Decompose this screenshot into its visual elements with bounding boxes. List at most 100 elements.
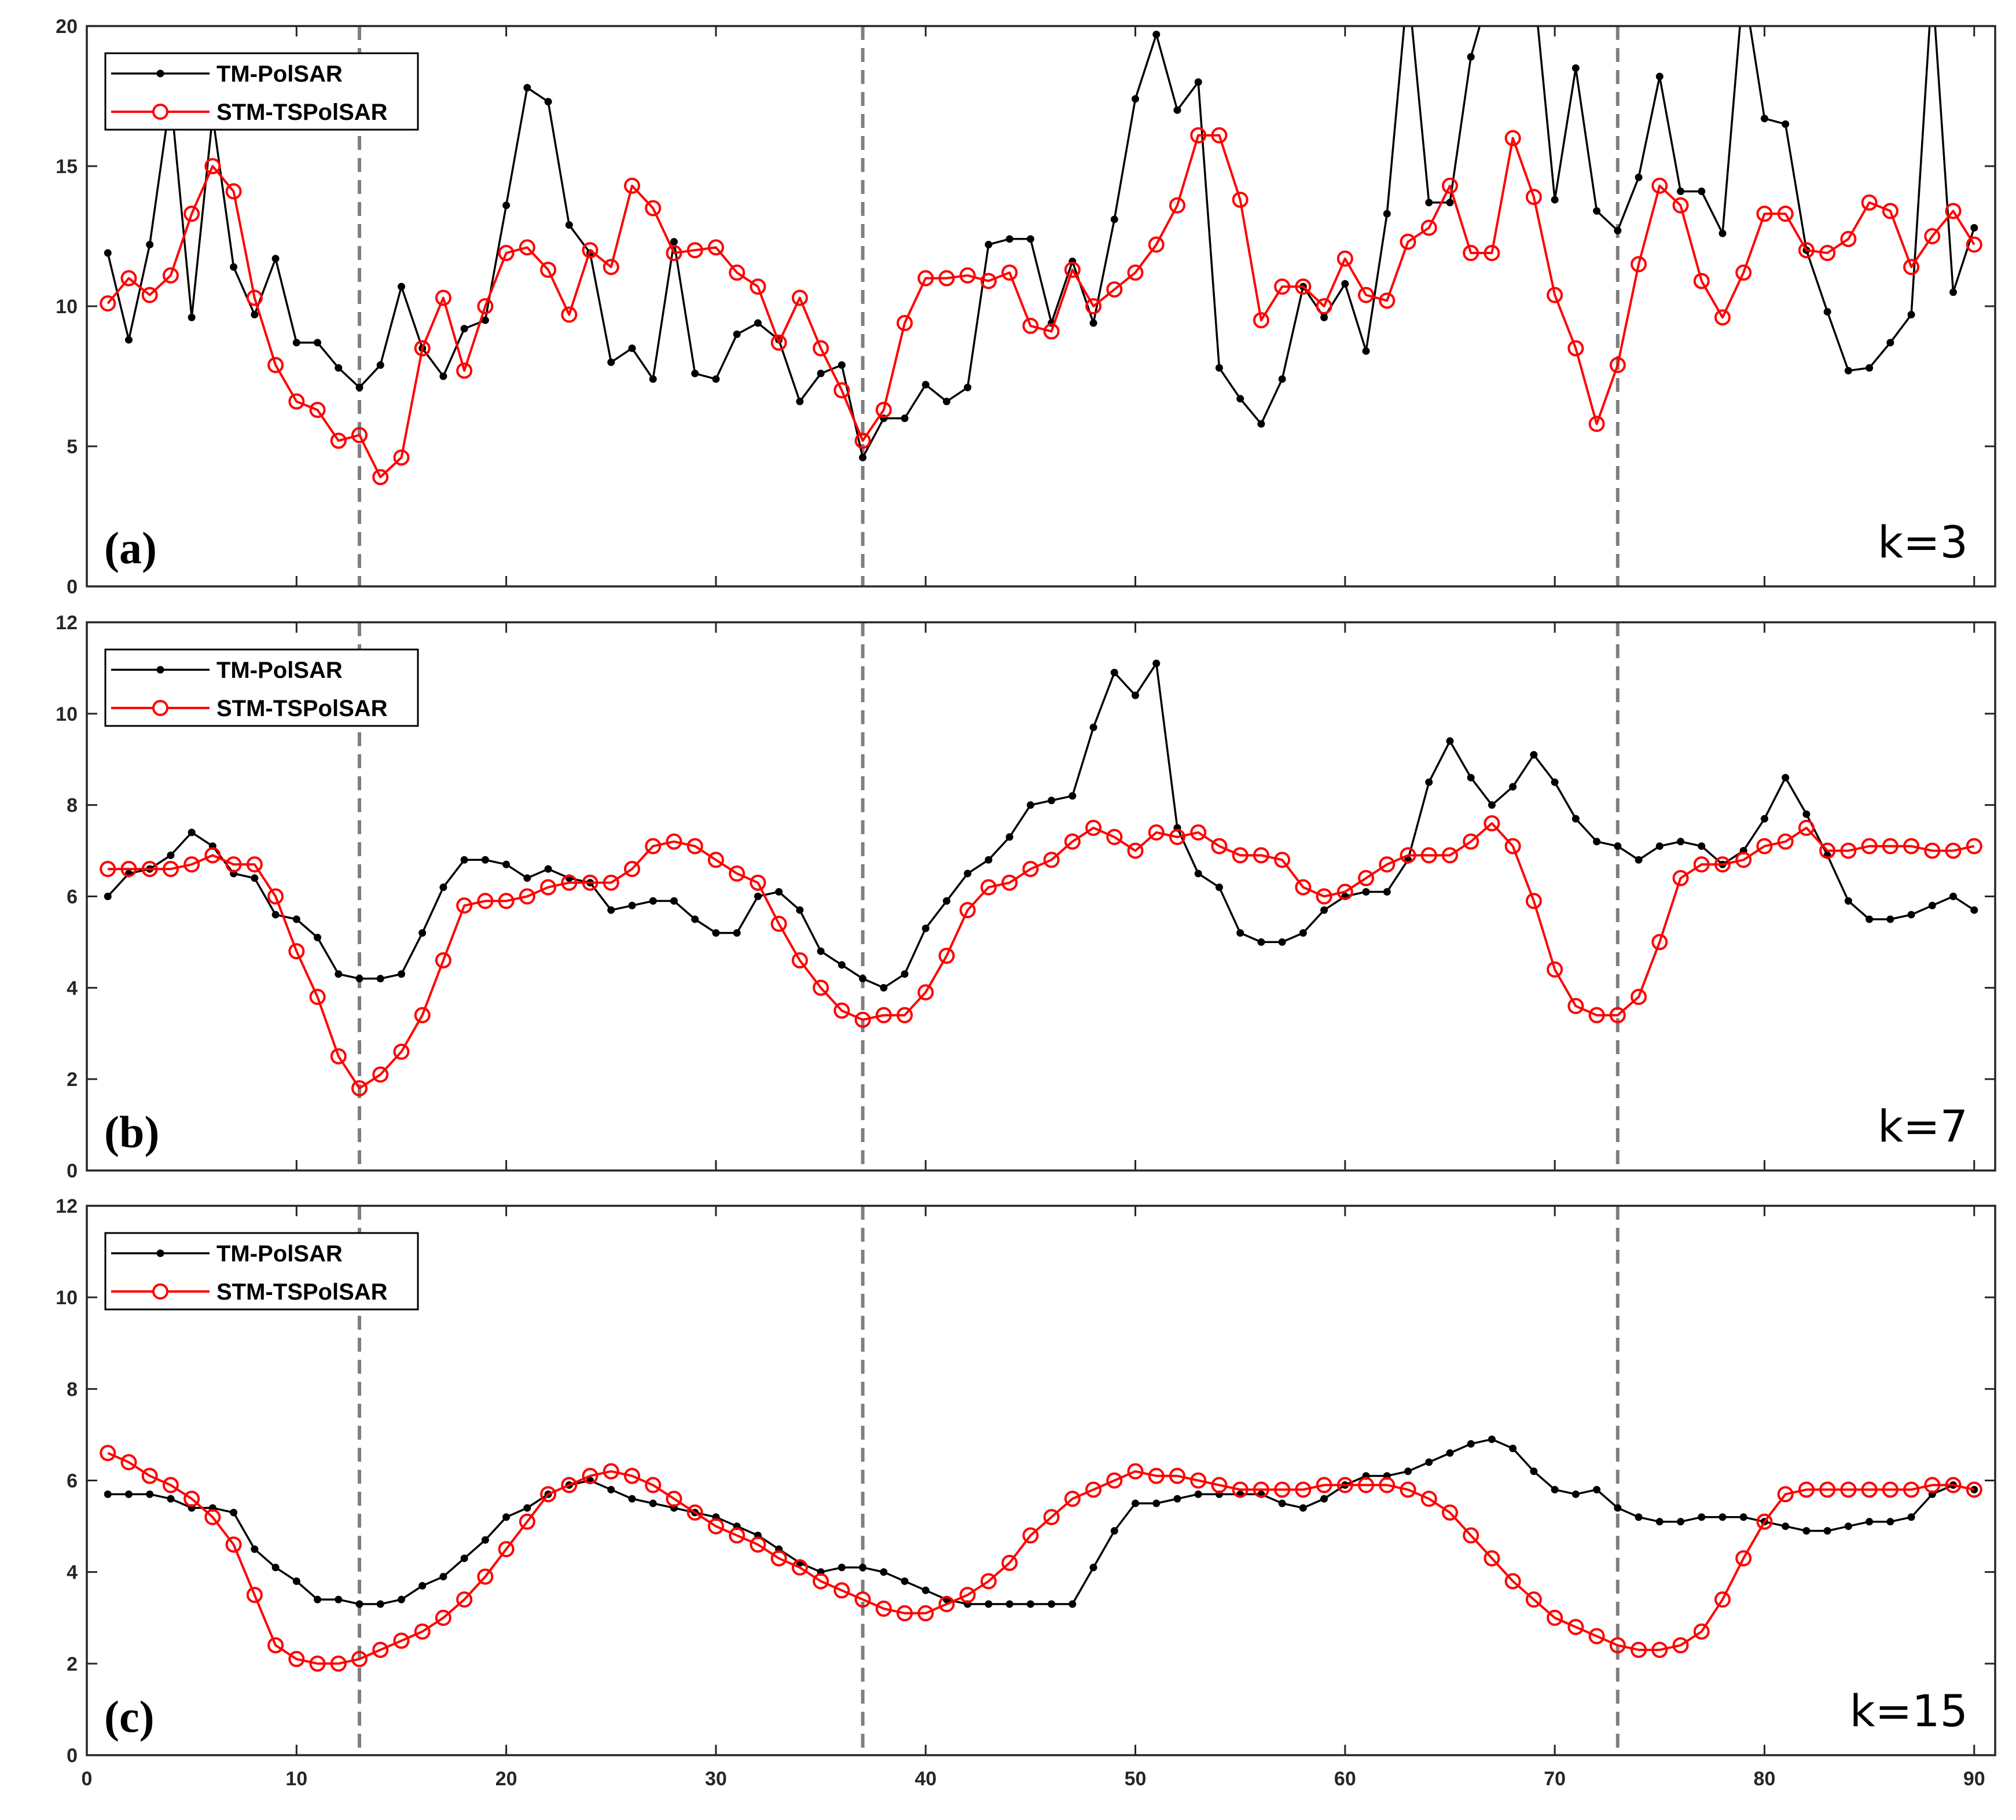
data-point: [1148, 1467, 1165, 1484]
data-point: [498, 1541, 515, 1558]
data-point: [1635, 1513, 1643, 1521]
data-point: [1379, 856, 1396, 873]
y-tick-label: 6: [67, 886, 78, 908]
data-point: [1693, 273, 1710, 289]
data-point: [645, 838, 662, 854]
data-point: [813, 340, 829, 357]
data-point: [582, 874, 598, 891]
data-point: [796, 398, 804, 406]
data-point: [754, 319, 762, 327]
data-point: [1132, 1499, 1140, 1507]
data-point: [1253, 312, 1269, 329]
data-point: [942, 398, 950, 406]
data-point: [917, 270, 934, 287]
data-point: [477, 893, 494, 909]
data-point: [1886, 339, 1894, 347]
data-point: [1463, 245, 1479, 262]
data-point: [980, 273, 997, 289]
data-point: [1132, 95, 1140, 103]
data-point: [230, 263, 238, 271]
data-point: [1274, 1481, 1291, 1498]
data-point: [1005, 1600, 1013, 1608]
data-point: [414, 340, 431, 357]
data-point: [1509, 783, 1517, 791]
data-point: [1823, 308, 1831, 316]
data-point: [1358, 1477, 1375, 1494]
data-point: [435, 289, 451, 306]
legend-marker: [156, 666, 164, 674]
data-point: [523, 874, 531, 882]
data-point: [561, 874, 578, 891]
data-point: [141, 287, 158, 303]
data-point: [1861, 194, 1878, 211]
data-point: [146, 1490, 154, 1498]
data-point: [1316, 298, 1332, 314]
data-point: [544, 865, 552, 873]
data-point: [1320, 313, 1328, 321]
data-point: [460, 856, 468, 864]
data-point: [1211, 838, 1228, 854]
data-point: [1257, 420, 1265, 428]
data-point: [1232, 1481, 1248, 1498]
data-point: [104, 249, 112, 257]
data-point: [1509, 1444, 1517, 1452]
data-point: [230, 1509, 238, 1517]
data-point: [1802, 810, 1811, 818]
data-point: [1777, 1486, 1794, 1503]
data-point: [901, 414, 909, 423]
data-point: [1714, 309, 1731, 326]
data-point: [1253, 1481, 1269, 1498]
data-point: [246, 289, 263, 306]
data-point: [1190, 127, 1207, 144]
data-point: [624, 861, 640, 878]
data-point: [435, 1609, 451, 1626]
data-point: [397, 1595, 405, 1603]
data-point: [1190, 824, 1207, 841]
data-point: [1358, 287, 1375, 303]
data-point: [267, 357, 284, 373]
data-point: [104, 893, 112, 900]
data-point: [141, 1467, 158, 1484]
data-point: [1655, 1518, 1664, 1526]
data-point: [1420, 1491, 1437, 1507]
data-point: [1966, 838, 1982, 854]
y-tick-label: 12: [56, 612, 78, 634]
data-point: [1232, 847, 1248, 864]
data-point: [1048, 797, 1056, 805]
data-point: [729, 264, 746, 281]
data-point: [418, 1582, 427, 1590]
panel-label: (a): [104, 523, 157, 573]
data-point: [770, 915, 787, 932]
data-point: [188, 828, 196, 836]
data-point: [959, 902, 976, 919]
data-point: [1194, 869, 1202, 878]
legend-box: [104, 1232, 419, 1311]
data-point: [686, 838, 703, 854]
data-point: [1866, 915, 1874, 923]
data-point: [1798, 1481, 1815, 1498]
data-point: [225, 183, 242, 200]
data-point: [1593, 838, 1601, 846]
data-point: [859, 453, 867, 461]
data-point: [921, 381, 930, 389]
y-tick-label: 2: [67, 1069, 78, 1091]
data-point: [167, 851, 175, 859]
data-point: [1861, 1481, 1878, 1498]
data-point: [1551, 778, 1559, 786]
data-point: [1483, 1550, 1500, 1566]
data-point: [498, 893, 515, 909]
data-point: [1525, 893, 1542, 909]
data-point: [1945, 203, 1962, 219]
x-tick-label: 80: [1754, 1768, 1776, 1790]
data-point: [1257, 938, 1265, 946]
data-point: [1467, 773, 1475, 781]
data-point: [1299, 929, 1307, 937]
data-point: [162, 1477, 179, 1494]
data-point: [124, 336, 133, 344]
data-point: [1068, 792, 1077, 800]
data-point: [1043, 852, 1060, 868]
data-point: [1677, 1518, 1685, 1526]
data-point: [1823, 1527, 1831, 1535]
data-point: [167, 1495, 175, 1503]
data-point: [519, 1513, 535, 1530]
